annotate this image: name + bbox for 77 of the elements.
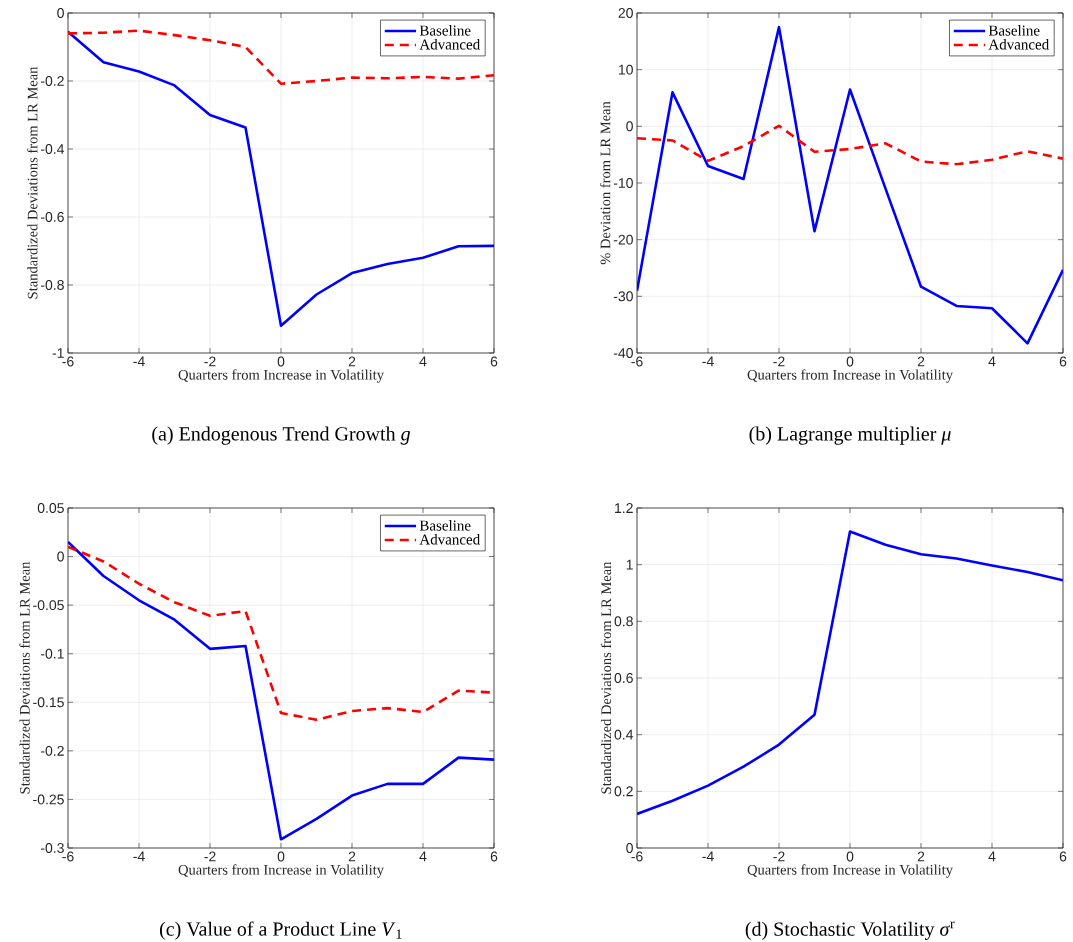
y-tick-label: 0.6 [614, 673, 633, 683]
y-tick-label: -1 [52, 348, 64, 358]
y-tick-label: -0.4 [40, 144, 65, 154]
x-axis-title: Quarters from Increase in Volatility [747, 369, 953, 383]
x-tick-label: -4 [133, 356, 145, 367]
x-tick-label: -2 [773, 851, 785, 862]
x-tick-label: -6 [62, 851, 74, 862]
y-axis-title: Standardized Deviations from LR Mean [27, 66, 38, 299]
line-series [637, 530, 1064, 816]
y-tick-label: 0 [57, 551, 64, 562]
x-tick-label: -2 [773, 356, 785, 367]
y-axis-title: Standardized Deviations from LR Mean [600, 561, 612, 794]
y-tick-label: -20 [613, 234, 633, 245]
x-tick-label: 0 [277, 851, 285, 862]
y-tick-label: 0.4 [614, 729, 634, 740]
x-tick-label: 6 [490, 356, 498, 367]
legend-label: Advanced [419, 534, 480, 545]
x-axis-title: Quarters from Increase in Volatility [747, 864, 953, 878]
text: (c) Value of a Product Line V$_{1}$ [159, 921, 402, 940]
y-tick-label: -0.05 [33, 600, 64, 611]
y-axis-title: Standardized Deviations from LR Mean [19, 561, 30, 794]
y-tick-label: 0.05 [37, 503, 64, 513]
x-tick-label: 6 [1059, 356, 1067, 367]
y-tick-label: 0 [626, 843, 633, 853]
x-tick-label: 4 [988, 356, 996, 367]
x-tick-label: 0 [846, 851, 854, 862]
y-tick-label: 20 [618, 8, 633, 18]
legend-label: Baseline [419, 520, 471, 531]
y-tick-label: -0.1 [40, 648, 64, 659]
text: (a) Endogenous Trend Growth g [152, 426, 411, 445]
text: (b) Lagrange multiplier μ [749, 426, 951, 445]
x-tick-label: 6 [490, 851, 498, 862]
x-tick-label: -6 [62, 356, 74, 367]
line-series [637, 124, 1064, 166]
y-tick-label: -0.8 [40, 280, 64, 290]
legend-label: Advanced [988, 39, 1049, 50]
x-tick-label: -2 [204, 356, 216, 367]
y-tick-label: -0.2 [40, 745, 64, 756]
x-tick-label: -4 [702, 851, 714, 862]
text: (d) Stochastic Volatility σ$^{r}$ [745, 921, 955, 940]
x-tick-label: -4 [133, 851, 145, 862]
y-tick-label: 1.2 [615, 503, 633, 513]
x-axis-title: Quarters from Increase in Volatility [178, 864, 384, 878]
y-tick-label: 0.8 [614, 616, 633, 627]
x-tick-label: 2 [917, 356, 925, 367]
y-tick-label: -10 [613, 178, 633, 188]
y-tick-label: 0 [57, 8, 64, 18]
y-axis-title: % Deviation from LR Mean [599, 101, 611, 265]
x-tick-label: 4 [419, 851, 427, 862]
y-tick-label: 10 [618, 64, 633, 75]
x-tick-label: 6 [1059, 851, 1067, 862]
x-tick-label: -2 [204, 851, 216, 862]
x-tick-label: -4 [702, 356, 714, 367]
x-axis-title: Quarters from Increase in Volatility [178, 369, 384, 383]
x-tick-label: 0 [846, 356, 854, 367]
x-tick-label: 2 [348, 851, 356, 862]
y-tick-label: 0 [626, 121, 633, 132]
y-tick-label: -0.15 [33, 697, 64, 708]
y-tick-label: -0.2 [40, 76, 64, 86]
y-tick-label: 1 [626, 559, 633, 570]
y-tick-label: 0.2 [614, 786, 633, 797]
x-tick-label: 2 [348, 356, 356, 367]
x-tick-label: 2 [917, 851, 925, 862]
y-tick-label: -30 [613, 291, 633, 302]
x-tick-label: -6 [631, 851, 643, 862]
x-tick-label: 4 [988, 851, 996, 862]
legend-label: Baseline [419, 25, 471, 36]
y-tick-label: -0.25 [33, 794, 64, 805]
legend-label: Baseline [988, 25, 1040, 36]
x-tick-label: 4 [419, 356, 427, 367]
y-tick-label: -0.6 [40, 212, 64, 222]
y-tick-label: -0.3 [40, 843, 64, 853]
line-series [637, 25, 1064, 345]
x-tick-label: 0 [277, 356, 285, 367]
x-tick-label: -6 [631, 356, 643, 367]
legend-label: Advanced [419, 39, 480, 50]
y-tick-label: -40 [613, 348, 633, 358]
